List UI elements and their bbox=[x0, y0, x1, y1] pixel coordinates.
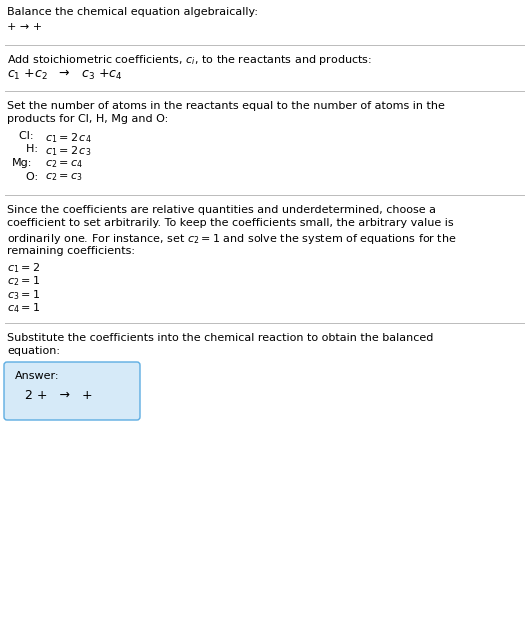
Text: $c_1 = 2\,c_4$: $c_1 = 2\,c_4$ bbox=[45, 131, 92, 145]
Text: O:: O: bbox=[12, 171, 38, 181]
Text: Cl:: Cl: bbox=[12, 131, 33, 141]
Text: $c_2 = c_4$: $c_2 = c_4$ bbox=[45, 158, 83, 170]
Text: Since the coefficients are relative quantities and underdetermined, choose a: Since the coefficients are relative quan… bbox=[7, 205, 436, 215]
FancyBboxPatch shape bbox=[4, 362, 140, 420]
Text: Set the number of atoms in the reactants equal to the number of atoms in the: Set the number of atoms in the reactants… bbox=[7, 101, 445, 111]
Text: equation:: equation: bbox=[7, 346, 60, 356]
Text: 2 +   →   +: 2 + → + bbox=[25, 389, 93, 402]
Text: $c_4 = 1$: $c_4 = 1$ bbox=[7, 302, 40, 315]
Text: Mg:: Mg: bbox=[12, 158, 32, 168]
Text: H:: H: bbox=[12, 145, 38, 155]
Text: remaining coefficients:: remaining coefficients: bbox=[7, 245, 135, 255]
Text: $c_2 = c_3$: $c_2 = c_3$ bbox=[45, 171, 83, 183]
Text: coefficient to set arbitrarily. To keep the coefficients small, the arbitrary va: coefficient to set arbitrarily. To keep … bbox=[7, 219, 454, 229]
Text: $c_1 = 2\,c_3$: $c_1 = 2\,c_3$ bbox=[45, 145, 92, 158]
Text: + → +: + → + bbox=[7, 22, 42, 32]
Text: $c_3 = 1$: $c_3 = 1$ bbox=[7, 288, 40, 302]
Text: Substitute the coefficients into the chemical reaction to obtain the balanced: Substitute the coefficients into the che… bbox=[7, 333, 433, 343]
Text: ordinarily one. For instance, set $c_2 = 1$ and solve the system of equations fo: ordinarily one. For instance, set $c_2 =… bbox=[7, 232, 457, 246]
Text: $c_2 = 1$: $c_2 = 1$ bbox=[7, 275, 40, 288]
Text: Add stoichiometric coefficients, $c_i$, to the reactants and products:: Add stoichiometric coefficients, $c_i$, … bbox=[7, 53, 372, 67]
Text: $c_1 = 2$: $c_1 = 2$ bbox=[7, 261, 40, 275]
Text: Answer:: Answer: bbox=[15, 371, 59, 381]
Text: products for Cl, H, Mg and O:: products for Cl, H, Mg and O: bbox=[7, 115, 168, 125]
Text: $c_1$ +$c_2$   →   $c_3$ +$c_4$: $c_1$ +$c_2$ → $c_3$ +$c_4$ bbox=[7, 67, 122, 82]
Text: Balance the chemical equation algebraically:: Balance the chemical equation algebraica… bbox=[7, 7, 258, 17]
